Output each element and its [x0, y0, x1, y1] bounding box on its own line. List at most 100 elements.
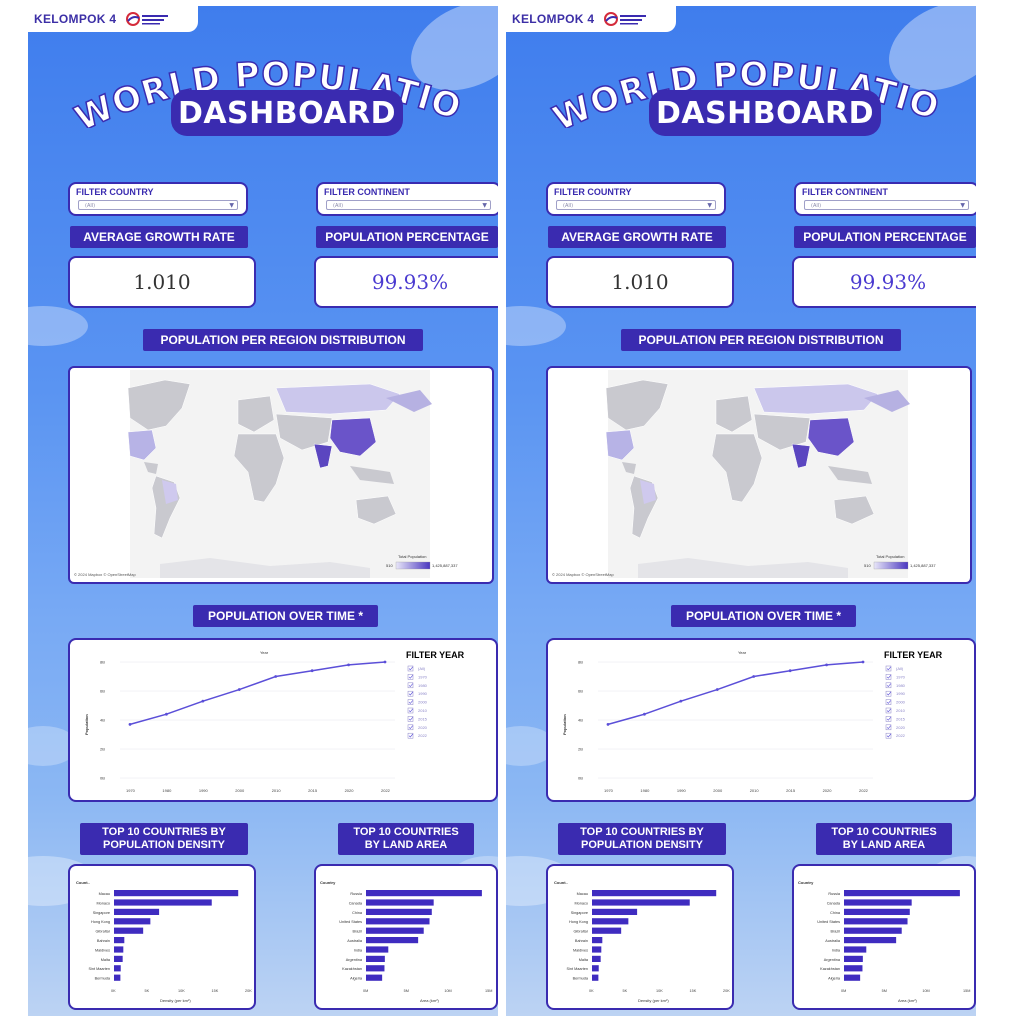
- area-bar: [844, 937, 897, 944]
- density-header: Count..: [554, 880, 568, 885]
- map-region-antarctica[interactable]: [160, 558, 370, 578]
- year-filter-checkbox[interactable]: [885, 699, 892, 705]
- map-region-russia[interactable]: [275, 383, 401, 415]
- map-region-united-states[interactable]: [605, 429, 635, 461]
- area-bar: [366, 890, 482, 897]
- year-filter-checkbox[interactable]: [885, 732, 892, 739]
- year-filter-checkbox[interactable]: [407, 699, 414, 705]
- filter-country-select[interactable]: (All) ▼: [556, 200, 716, 210]
- year-filter-checkbox[interactable]: [885, 665, 892, 672]
- year-filter-checkbox[interactable]: [407, 724, 414, 731]
- area-bar: [844, 908, 910, 915]
- filter-continent-value: (All): [811, 203, 822, 209]
- line-data-point: [383, 660, 387, 664]
- check-icon: [408, 675, 414, 679]
- density-bar: [114, 955, 123, 962]
- line-data-point: [274, 675, 278, 678]
- check-icon: [886, 708, 892, 713]
- map-region-antarctica[interactable]: [638, 558, 848, 578]
- map-region-africa[interactable]: [233, 433, 285, 503]
- map-region-india[interactable]: [791, 443, 811, 469]
- map-region-central-america[interactable]: [622, 462, 636, 474]
- year-filter-label: 2010: [896, 708, 906, 713]
- density-bar-card: Count.. Macau Monaco Singapore Hong Kong Gib…: [68, 864, 256, 1010]
- world-map[interactable]: © 2024 Mapbox © OpenStreetMap Total Popu…: [548, 368, 970, 582]
- check-icon: [886, 717, 892, 721]
- check-icon: [886, 683, 892, 688]
- line-data-point: [165, 712, 168, 716]
- map-region-australia[interactable]: [833, 495, 875, 525]
- university-logo-icon: [604, 12, 647, 26]
- map-region-china[interactable]: [329, 417, 377, 457]
- map-region-northeast-asia[interactable]: [386, 390, 432, 412]
- map-region-north-america[interactable]: [605, 379, 669, 431]
- brand-name: KELOMPOK 4: [512, 12, 595, 26]
- density-category-label: Monaco: [96, 901, 110, 905]
- area-x-tick: 10M: [922, 989, 929, 993]
- filter-continent-select[interactable]: (All) ▼: [326, 200, 491, 210]
- land-area-heading-line1: TOP 10 COUNTRIES: [831, 826, 937, 838]
- land-area-heading-line2: BY LAND AREA: [842, 839, 926, 851]
- map-legend-title: Total Population: [398, 554, 426, 559]
- world-map[interactable]: © 2024 Mapbox © OpenStreetMap Total Popu…: [70, 368, 492, 582]
- density-bar: [592, 955, 601, 962]
- map-region-southeast-asia[interactable]: [828, 466, 872, 484]
- area-category-label: Argentina: [824, 958, 841, 962]
- filter-country-select[interactable]: (All) ▼: [78, 200, 238, 210]
- check-icon: [886, 700, 892, 704]
- area-bar: [844, 974, 861, 981]
- year-filter-label: (All): [418, 666, 426, 671]
- map-region-australia[interactable]: [355, 495, 397, 525]
- year-filter-checkbox[interactable]: [885, 707, 892, 714]
- year-filter-checkbox[interactable]: [407, 732, 414, 739]
- area-x-tick: 5M: [882, 989, 887, 993]
- line-y-tick: 6B: [578, 689, 583, 694]
- map-region-china[interactable]: [807, 417, 855, 457]
- area-bar: [844, 927, 902, 934]
- line-x-tick: 1980: [162, 788, 172, 793]
- area-bar: [366, 927, 424, 934]
- area-category-label: Canada: [827, 901, 841, 905]
- year-filter-checkbox[interactable]: [407, 674, 414, 680]
- year-filter-checkbox[interactable]: [885, 716, 892, 722]
- year-filter-checkbox[interactable]: [407, 682, 414, 689]
- year-filter-checkbox[interactable]: [407, 690, 414, 697]
- density-heading-line1: TOP 10 COUNTRIES BY: [102, 826, 226, 838]
- year-filter-label: 2000: [896, 700, 906, 705]
- density-x-tick: 0K: [111, 989, 116, 993]
- map-attribution: © 2024 Mapbox © OpenStreetMap: [552, 572, 614, 577]
- dashboard-panel-right: KELOMPOK 4 WORLD POPULATION DASHBOARD FI…: [506, 6, 976, 1016]
- line-y-tick: 0B: [578, 776, 583, 781]
- year-filter-label: 2015: [896, 716, 906, 721]
- map-region-united-states[interactable]: [127, 429, 157, 461]
- map-region-africa[interactable]: [711, 433, 763, 503]
- map-region-europe[interactable]: [715, 395, 753, 433]
- map-region-europe[interactable]: [237, 395, 275, 433]
- line-x-tick: 2000: [713, 788, 723, 793]
- year-filter-checkbox[interactable]: [407, 707, 414, 714]
- map-region-northeast-asia[interactable]: [864, 390, 910, 412]
- year-filter-checkbox[interactable]: [407, 716, 414, 722]
- map-region-central-america[interactable]: [144, 462, 158, 474]
- university-logo-icon: [126, 12, 169, 26]
- year-filter-checkbox[interactable]: [885, 682, 892, 689]
- density-x-tick: 0K: [589, 989, 594, 993]
- year-filter-checkbox[interactable]: [885, 674, 892, 680]
- area-category-label: Kazakhstan: [342, 967, 362, 971]
- filter-continent-select[interactable]: (All) ▼: [804, 200, 969, 210]
- map-region-brazil[interactable]: [640, 480, 656, 504]
- line-x-tick: 2020: [345, 788, 355, 793]
- map-region-north-america[interactable]: [127, 379, 191, 431]
- map-region-india[interactable]: [313, 443, 333, 469]
- map-region-brazil[interactable]: [162, 480, 178, 504]
- density-bar: [114, 937, 125, 944]
- map-region-southeast-asia[interactable]: [350, 466, 394, 484]
- map-attribution: © 2024 Mapbox © OpenStreetMap: [74, 572, 136, 577]
- map-region-russia[interactable]: [753, 383, 879, 415]
- year-filter-checkbox[interactable]: [407, 665, 414, 672]
- area-x-tick: 5M: [404, 989, 409, 993]
- year-filter-checkbox[interactable]: [885, 690, 892, 697]
- year-filter-checkbox[interactable]: [885, 724, 892, 731]
- line-chart-title: Year: [738, 650, 747, 655]
- filter-continent-card: FILTER CONTINENT (All) ▼: [316, 182, 498, 216]
